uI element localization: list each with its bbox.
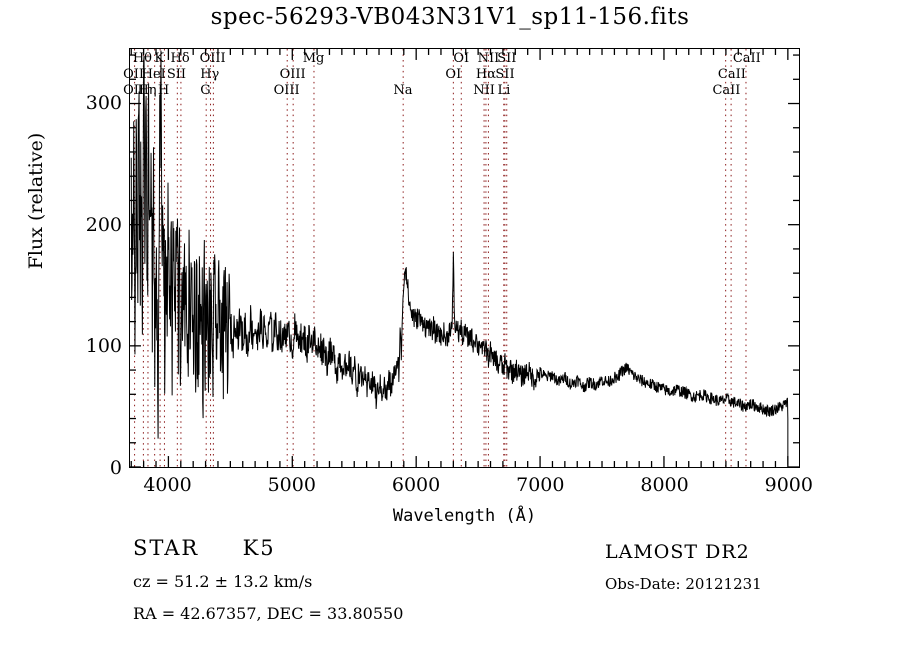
- line-label: CaII: [717, 67, 746, 82]
- line-label: Li: [497, 83, 511, 98]
- y-tick-labels: 0 100 200 300: [0, 0, 122, 650]
- x-tick-label: 6000: [391, 474, 441, 496]
- line-label: Na: [393, 83, 413, 98]
- line-label: OIII: [199, 51, 226, 66]
- survey-name: LAMOST DR2: [605, 541, 750, 563]
- spectrum-plot: [129, 48, 800, 468]
- line-label: SII: [497, 51, 517, 66]
- line-label: CaII: [732, 51, 761, 66]
- x-tick-label: 9000: [764, 474, 813, 496]
- axis-ticks: [130, 49, 799, 467]
- y-tick-label: 100: [85, 335, 122, 358]
- page-title: spec-56293-VB043N31V1_sp11-156.fits: [210, 4, 690, 30]
- line-marker-group: [134, 49, 747, 467]
- y-tick-label: 300: [85, 91, 122, 114]
- line-label: NII: [477, 51, 500, 66]
- x-tick-label: 4000: [143, 474, 192, 496]
- line-label: Hδ: [170, 51, 190, 66]
- line-label: NII: [473, 83, 495, 98]
- x-tick-label: 7000: [516, 474, 565, 496]
- line-label: Hθ: [132, 51, 152, 66]
- line-label: Hγ: [200, 67, 220, 82]
- line-label: Mg: [302, 51, 325, 66]
- line-label: OIII: [273, 83, 300, 98]
- line-label: OIII: [279, 67, 306, 82]
- line-label: SII: [495, 67, 515, 82]
- x-axis-title: Wavelength (Å): [392, 506, 537, 526]
- coordinates: RA = 42.67357, DEC = 33.80550: [133, 604, 404, 623]
- line-label: CaII: [712, 83, 741, 98]
- line-label: G: [200, 83, 211, 98]
- observation-date: Obs-Date: 20121231: [605, 575, 762, 593]
- line-label: OII: [123, 67, 145, 82]
- object-class-line: STAR K5: [133, 536, 276, 560]
- radial-velocity: cz = 51.2 ± 13.2 km/s: [133, 572, 313, 591]
- line-label: K: [154, 51, 165, 66]
- line-label: Hη: [137, 83, 157, 98]
- x-tick-label: 5000: [267, 474, 316, 496]
- line-label: OI: [445, 67, 462, 82]
- y-axis-title: Flux (relative): [25, 132, 47, 270]
- line-label: SII: [166, 67, 187, 82]
- spectral-type: K5: [242, 536, 276, 560]
- y-tick-label: 0: [109, 457, 122, 479]
- spectrum-trace: [130, 50, 789, 465]
- object-class: STAR: [133, 536, 200, 560]
- x-tick-label: 8000: [640, 474, 689, 496]
- spectrum-canvas: [130, 49, 799, 467]
- line-label: OI: [453, 51, 470, 66]
- line-label: OII: [123, 83, 145, 98]
- y-tick-label: 200: [85, 213, 122, 236]
- line-label: H: [157, 83, 170, 98]
- line-label: Hα: [475, 67, 497, 82]
- line-label: HeI: [141, 67, 166, 82]
